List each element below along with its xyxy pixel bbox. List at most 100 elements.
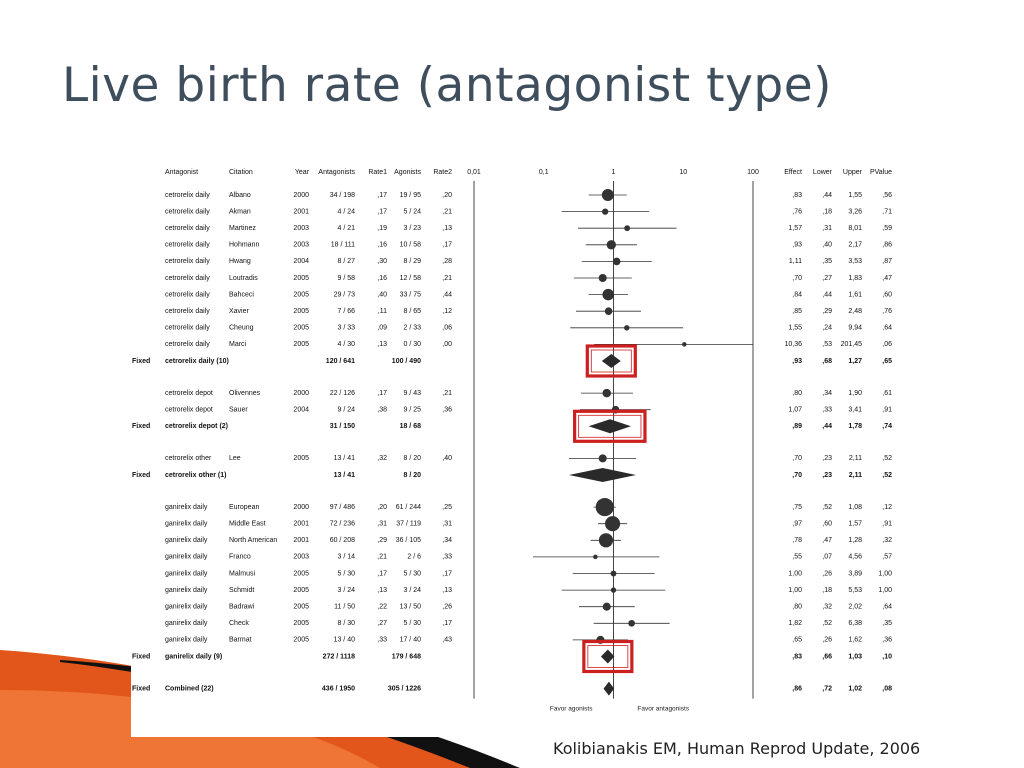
- row-effect: ,93: [792, 242, 802, 249]
- row-year: 2001: [293, 537, 309, 544]
- row-antagonist: cetrorelix daily: [165, 325, 210, 332]
- row-pvalue: 1,00: [878, 587, 892, 594]
- point-estimate: [598, 533, 614, 548]
- row-rate2: ,21: [442, 275, 452, 282]
- row-pvalue: 1,00: [878, 570, 892, 577]
- row-effect: ,85: [792, 308, 802, 315]
- row-upper: 1,28: [848, 537, 862, 544]
- row-pvalue: ,86: [882, 242, 892, 249]
- row-rate2: ,20: [442, 192, 452, 199]
- row-effect: ,70: [792, 472, 802, 479]
- row-effect: ,83: [792, 192, 802, 199]
- row-lower: ,31: [822, 225, 832, 232]
- row-upper: 2,48: [848, 308, 862, 315]
- row-antagonists: 272 / 1118: [323, 653, 355, 660]
- row-rate1: ,38: [377, 407, 387, 414]
- row-upper: 1,02: [848, 685, 862, 692]
- row-lower: ,34: [822, 390, 832, 397]
- row-upper: 2,11: [849, 472, 862, 479]
- row-antagonist: ganirelix daily: [165, 620, 208, 627]
- row-agonists: 9 / 43: [403, 390, 421, 397]
- row-antagonist: ganirelix daily: [165, 521, 208, 528]
- row-rate2: ,44: [442, 291, 452, 298]
- row-agonists: 5 / 24: [403, 208, 421, 215]
- point-estimate: [610, 587, 617, 593]
- row-upper: 3,89: [848, 570, 862, 577]
- row-upper: 5,53: [848, 587, 862, 594]
- row-rate1: ,33: [377, 637, 387, 644]
- row-effect: ,93: [792, 358, 802, 365]
- row-pvalue: ,52: [882, 472, 892, 479]
- favor-right-label: Favor antagonists: [637, 706, 689, 713]
- row-year: 2005: [293, 570, 309, 577]
- row-agonists: 100 / 490: [392, 358, 421, 365]
- row-antagonists: 22 / 126: [330, 390, 355, 397]
- row-citation: Malmusi: [229, 570, 256, 577]
- row-effect: 1,57: [788, 225, 802, 232]
- row-citation: Xavier: [229, 308, 250, 315]
- row-antagonists: 436 / 1950: [322, 685, 355, 692]
- point-estimate: [602, 208, 609, 215]
- row-effect: ,97: [792, 521, 802, 528]
- row-pvalue: ,71: [882, 208, 892, 215]
- row-effect: ,55: [792, 554, 802, 561]
- highlight-box-inner: [590, 349, 632, 373]
- row-effect: ,83: [792, 653, 802, 660]
- row-antagonists: 4 / 24: [337, 208, 355, 215]
- highlight-box: [573, 409, 647, 443]
- row-lower: ,26: [822, 570, 832, 577]
- row-upper: 3,26: [848, 208, 862, 215]
- row-year: 2003: [293, 554, 309, 561]
- row-lower: ,52: [822, 504, 832, 511]
- point-estimate: [593, 554, 598, 560]
- row-lower: ,18: [822, 587, 832, 594]
- row-antagonists: 3 / 24: [337, 587, 355, 594]
- row-citation: Bahceci: [229, 291, 254, 298]
- row-rate1: ,17: [377, 208, 387, 215]
- row-agonists: 17 / 40: [400, 637, 422, 644]
- row-rate1: ,16: [377, 242, 387, 249]
- row-pvalue: ,74: [882, 423, 892, 430]
- row-citation: Sauer: [229, 407, 248, 414]
- row-pvalue: ,56: [882, 192, 892, 199]
- row-antagonist: cetrorelix daily: [165, 208, 210, 215]
- row-citation: Hwang: [229, 258, 251, 265]
- row-rate2: ,17: [442, 570, 452, 577]
- col-header-antagonist: Antagonist: [165, 169, 198, 176]
- row-citation: Schmidt: [229, 587, 254, 594]
- row-pvalue: ,35: [882, 620, 892, 627]
- row-antagonist: cetrorelix depot: [165, 407, 213, 414]
- row-antagonist: ganirelix daily: [165, 537, 208, 544]
- row-antagonist: cetrorelix other (1): [165, 472, 226, 479]
- col-header-citation: Citation: [229, 169, 253, 176]
- row-year: 2005: [293, 587, 309, 594]
- row-year: 2004: [293, 258, 309, 265]
- row-antagonist: cetrorelix daily: [165, 192, 210, 199]
- col-header-lower: Lower: [813, 169, 833, 176]
- row-pvalue: ,52: [882, 455, 892, 462]
- row-effect: ,70: [792, 455, 802, 462]
- row-year: 2001: [293, 521, 309, 528]
- row-lower: ,40: [822, 242, 832, 249]
- row-rate2: ,21: [442, 390, 452, 397]
- row-upper: 2,11: [849, 455, 862, 462]
- row-citation: Check: [229, 620, 249, 627]
- row-upper: 8,01: [848, 225, 862, 232]
- pooled-diamond: [603, 681, 615, 696]
- col-header-pvalue: PValue: [870, 169, 892, 176]
- row-upper: 1,57: [848, 521, 862, 528]
- row-year: 2003: [293, 242, 309, 249]
- row-lower: ,07: [822, 554, 832, 561]
- row-antagonists: 3 / 33: [337, 325, 355, 332]
- row-rate1: ,22: [377, 604, 387, 611]
- row-citation: Martinez: [229, 225, 256, 232]
- row-upper: 1,08: [848, 504, 862, 511]
- row-agonists: 3 / 23: [403, 225, 421, 232]
- row-rate1: ,31: [377, 521, 387, 528]
- row-rate2: ,17: [442, 620, 452, 627]
- row-agonists: 37 / 119: [396, 521, 421, 528]
- row-rate1: ,40: [377, 291, 387, 298]
- row-fixed-label: Fixed: [132, 358, 150, 365]
- row-upper: 1,83: [848, 275, 862, 282]
- row-year: 2000: [293, 504, 309, 511]
